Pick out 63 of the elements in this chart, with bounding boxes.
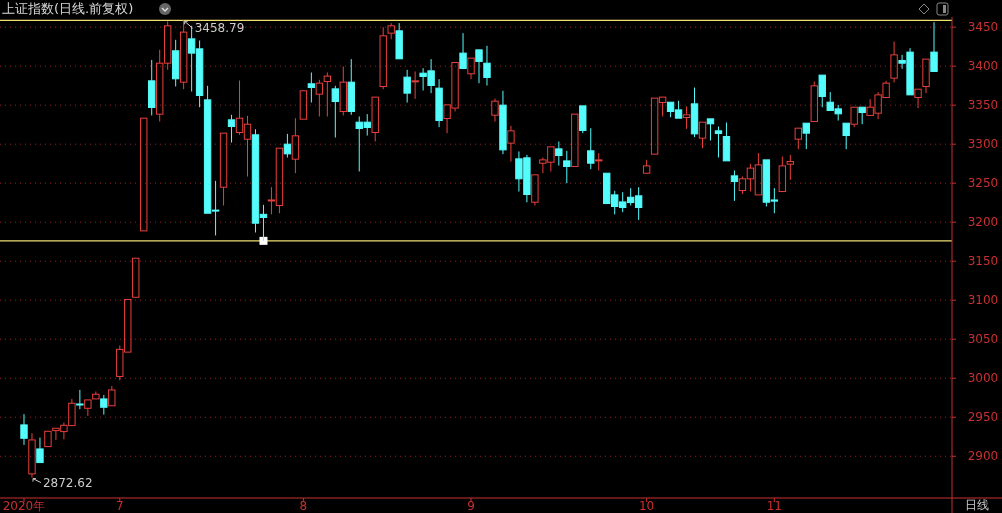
candlestick [28, 432, 36, 479]
candlestick [491, 98, 499, 123]
candlestick [914, 88, 922, 109]
candlestick [76, 389, 84, 410]
y-tick-label: 3100 [967, 293, 999, 308]
candlestick [140, 117, 148, 232]
candlestick [890, 41, 898, 83]
annotation: 2872.62 [42, 475, 93, 490]
candlestick [467, 57, 475, 80]
candlestick [291, 117, 300, 174]
candlestick [698, 121, 707, 149]
candlestick [435, 78, 443, 128]
x-tick-label: 11 [766, 499, 782, 513]
y-tick-label: 2950 [967, 410, 999, 425]
candlestick [842, 122, 850, 150]
x-tick-label: 8 [299, 499, 308, 513]
candlestick [682, 105, 691, 130]
y-tick-label: 3450 [967, 20, 999, 35]
candlestick [483, 45, 491, 86]
y-tick-label: 3200 [967, 215, 999, 230]
text: 日线 [965, 498, 989, 512]
candlestick [930, 21, 938, 72]
candlestick [347, 58, 355, 116]
candlestick [571, 113, 579, 167]
x-tick-label: 2020年 [2, 499, 46, 513]
annotation: 3458.79 [194, 21, 245, 36]
x-tick-label: 9 [467, 499, 475, 513]
candlestick [794, 127, 802, 150]
candlestick [818, 74, 826, 108]
candlestick [563, 150, 571, 184]
y-tick-label: 3400 [967, 59, 999, 74]
candlestick [36, 437, 44, 464]
candlestick [706, 118, 715, 142]
candlestick [507, 125, 515, 162]
y-tick-label: 3350 [967, 98, 999, 113]
candlestick [307, 71, 316, 104]
candlestick [219, 132, 228, 206]
candlestick [858, 106, 866, 125]
candlestick [315, 79, 324, 117]
y-tick-label: 3250 [967, 176, 999, 191]
candlestick [403, 69, 411, 104]
candlestick [531, 174, 539, 206]
candlestick [922, 58, 930, 94]
candlestick [371, 96, 379, 143]
candlestick [802, 122, 810, 150]
chart-title: 上证指数(日线.前复权) [2, 1, 134, 16]
y-tick-label: 3050 [967, 332, 999, 347]
candlestick [283, 133, 292, 159]
candlestick [44, 430, 52, 448]
candlestick [132, 257, 140, 298]
candlestick [722, 121, 731, 162]
y-tick-label: 2900 [967, 449, 999, 464]
candlestick [20, 413, 28, 446]
candlestick [411, 70, 419, 100]
candlestick [459, 32, 467, 69]
y-tick-label: 3150 [967, 254, 999, 269]
x-tick-label: 10 [638, 499, 655, 513]
candlestick [475, 49, 483, 84]
y-tick-label: 3300 [967, 137, 999, 152]
y-tick-label: 3000 [967, 371, 999, 386]
x-tick-label: 7 [115, 499, 124, 513]
candlestick [499, 90, 507, 155]
candlestick [299, 90, 308, 120]
